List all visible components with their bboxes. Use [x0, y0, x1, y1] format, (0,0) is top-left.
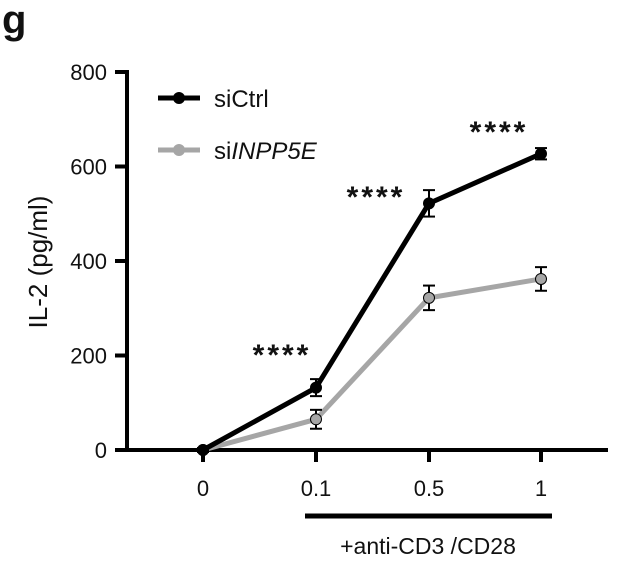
data-point-sictrl: [535, 147, 547, 160]
data-point-siinpp5e: [535, 272, 547, 285]
y-tick-label: 600: [70, 155, 107, 180]
series-layer: [197, 147, 547, 456]
treatment-bracket: +anti-CD3 /CD28: [305, 513, 552, 559]
legend-label-sictrl: siCtrl: [214, 86, 269, 113]
x-tick-label: 0.1: [301, 476, 332, 501]
data-point-sictrl: [310, 381, 322, 394]
data-point-sictrl: [197, 444, 209, 456]
x-axis: 0 0.1 0.5 1: [125, 448, 608, 501]
significance-marker: ****: [470, 116, 529, 149]
legend-swatch-marker-siinpp5e: [173, 144, 185, 156]
y-axis-title: IL-2 (pg/ml): [23, 196, 53, 329]
treatment-label: +anti-CD3 /CD28: [340, 533, 516, 559]
data-point-siinpp5e: [310, 413, 322, 426]
x-tick-label: 1: [535, 476, 547, 501]
legend-label-siinpp5e: siINPP5E: [214, 138, 318, 165]
series-line-sictrl: [200, 151, 544, 453]
panel-label: g: [2, 0, 26, 42]
y-tick-label: 800: [70, 60, 107, 85]
y-axis: 0 200 400 600 800: [70, 60, 129, 463]
significance-marker: ****: [253, 339, 312, 372]
significance-marker: ****: [347, 181, 406, 214]
data-point-siinpp5e: [423, 291, 435, 304]
significance-layer: **** **** ****: [253, 116, 529, 372]
series-line-siinpp5e: [200, 276, 544, 453]
x-tick-label: 0: [197, 476, 209, 501]
y-tick-label: 0: [95, 438, 107, 463]
y-tick-label: 200: [70, 344, 107, 369]
legend: siCtrl siINPP5E: [158, 86, 318, 165]
x-tick-label: 0.5: [414, 476, 445, 501]
data-point-sictrl: [423, 197, 435, 210]
y-tick-label: 400: [70, 249, 107, 274]
legend-swatch-marker-sictrl: [173, 92, 185, 104]
